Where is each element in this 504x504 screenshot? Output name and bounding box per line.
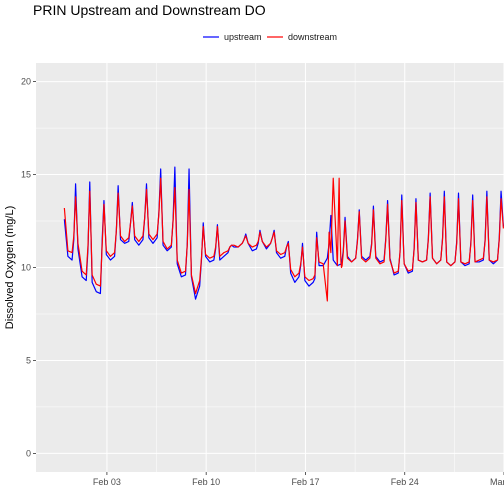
gridlines bbox=[36, 63, 504, 472]
y-tick-label: 10 bbox=[21, 263, 31, 273]
legend-label-upstream: upstream bbox=[224, 32, 262, 42]
y-axis: 0 5 10 15 20 bbox=[21, 77, 36, 458]
x-tick-label: Feb 24 bbox=[391, 477, 419, 487]
x-tick-label: Mar 02 bbox=[490, 477, 504, 487]
chart-title: PRIN Upstream and Downstream DO bbox=[33, 2, 266, 18]
series-line-downstream bbox=[63, 177, 504, 302]
x-tick-label: Feb 03 bbox=[93, 477, 121, 487]
y-tick-label: 0 bbox=[26, 448, 31, 458]
series-layer bbox=[63, 166, 504, 302]
x-tick-label: Feb 17 bbox=[291, 477, 319, 487]
y-tick-label: 20 bbox=[21, 77, 31, 87]
x-tick-label: Feb 10 bbox=[192, 477, 220, 487]
y-axis-title: Dissolved Oxygen (mg/L) bbox=[4, 206, 16, 330]
legend-label-downstream: downstream bbox=[288, 32, 337, 42]
y-tick-label: 15 bbox=[21, 170, 31, 180]
legend: upstream downstream bbox=[203, 32, 337, 42]
y-tick-label: 5 bbox=[26, 355, 31, 365]
x-axis: Feb 03 Feb 10 Feb 17 Feb 24 Mar 02 bbox=[93, 472, 504, 487]
